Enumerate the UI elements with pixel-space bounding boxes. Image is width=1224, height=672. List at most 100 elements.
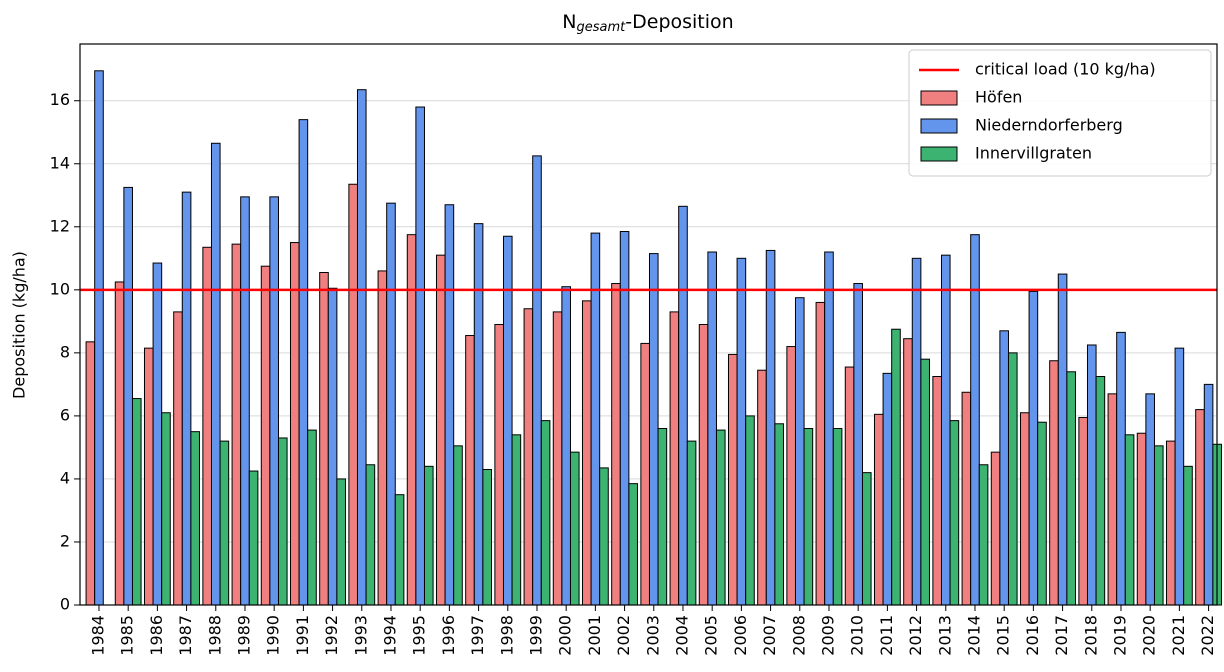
x-tick-label: 2008: [789, 615, 808, 656]
x-tick-label: 2007: [760, 615, 779, 656]
bar: [757, 369, 767, 606]
x-tick-label: 2017: [1052, 615, 1071, 656]
x-tick-label: 2001: [585, 615, 604, 656]
bar: [1095, 376, 1106, 606]
bar: [123, 186, 133, 606]
bar: [853, 283, 863, 606]
x-tick-label: 1997: [468, 615, 487, 656]
bar: [552, 311, 563, 606]
bar: [1057, 273, 1068, 606]
bar: [765, 249, 776, 606]
bar: [1136, 432, 1147, 606]
bar: [1124, 434, 1135, 606]
chart-title: Ngesamt-Deposition: [562, 11, 733, 35]
bar: [891, 328, 901, 606]
x-tick-label: 1987: [176, 615, 195, 656]
bar: [219, 440, 230, 606]
bar: [453, 445, 463, 606]
x-tick-label: 2019: [1110, 615, 1129, 656]
x-tick-label: 1992: [322, 615, 341, 656]
bar: [1086, 344, 1097, 606]
bar: [774, 423, 784, 606]
bar: [269, 196, 279, 606]
x-tick-label: 2005: [702, 615, 721, 656]
bar: [911, 257, 922, 606]
bar: [473, 223, 484, 606]
y-tick-label: 10: [50, 279, 70, 298]
bar: [1037, 421, 1047, 606]
bar: [377, 270, 388, 606]
x-tick-label: 2000: [556, 615, 575, 656]
bar: [190, 431, 200, 606]
bar: [336, 478, 346, 606]
bar: [824, 251, 834, 606]
bar: [523, 308, 534, 606]
bar: [698, 324, 709, 606]
bar: [181, 191, 192, 606]
x-tick-label: 2022: [1198, 615, 1217, 656]
x-tick-label: 1989: [234, 615, 253, 656]
legend-swatch: [920, 90, 958, 106]
y-tick-label: 6: [60, 405, 70, 424]
bar: [736, 257, 747, 606]
bar: [394, 494, 405, 606]
bar: [686, 440, 697, 606]
bar: [85, 341, 96, 606]
bar: [482, 468, 492, 606]
bar: [511, 434, 522, 606]
x-tick-label: 2021: [1169, 615, 1188, 656]
bar: [348, 183, 358, 606]
bar: [415, 106, 425, 606]
bar: [794, 297, 805, 606]
y-tick-label: 12: [50, 216, 70, 235]
bar: [327, 287, 338, 606]
x-tick-label: 2011: [877, 615, 896, 656]
bar: [1165, 440, 1176, 606]
bar: [903, 338, 913, 606]
bar: [1107, 393, 1118, 606]
bar: [298, 119, 309, 606]
x-tick-label: 2013: [935, 615, 954, 656]
bar: [465, 335, 475, 606]
x-tick-label: 2003: [643, 615, 662, 656]
bar: [161, 412, 171, 606]
x-tick-label: 2014: [964, 615, 983, 656]
legend-swatch: [920, 118, 958, 134]
bar: [599, 467, 609, 606]
bar: [494, 324, 504, 606]
bar: [949, 420, 960, 606]
x-tick-label: 2004: [672, 615, 691, 656]
bar: [619, 231, 630, 606]
legend-label: critical load (10 kg/ha): [975, 60, 1156, 79]
x-tick-label: 2006: [731, 615, 750, 656]
y-tick-label: 0: [60, 595, 70, 614]
bar: [1195, 409, 1205, 606]
bar: [990, 451, 1001, 606]
legend-label: Niederndorferberg: [975, 116, 1123, 135]
bar: [815, 301, 826, 606]
x-tick-label: 2016: [1023, 615, 1042, 656]
bar: [131, 398, 142, 606]
bar: [932, 376, 942, 606]
bar: [365, 464, 376, 606]
x-tick-label: 1988: [205, 615, 224, 656]
bar: [231, 243, 242, 606]
bar: [1183, 465, 1193, 606]
bar: [1066, 371, 1076, 606]
bar: [307, 429, 317, 606]
bar: [1028, 290, 1039, 606]
bar: [289, 242, 300, 606]
bar: [569, 451, 580, 606]
bar: [844, 366, 855, 606]
y-axis-label: Deposition (kg/ha): [10, 251, 29, 399]
bar: [143, 347, 154, 606]
bar: [260, 265, 271, 606]
title-suffix: -Deposition: [625, 11, 733, 33]
bar: [611, 283, 621, 606]
bar: [581, 300, 592, 606]
legend-box: [908, 49, 1212, 177]
bar: [202, 246, 212, 606]
bar: [502, 235, 513, 606]
bar: [277, 437, 288, 606]
